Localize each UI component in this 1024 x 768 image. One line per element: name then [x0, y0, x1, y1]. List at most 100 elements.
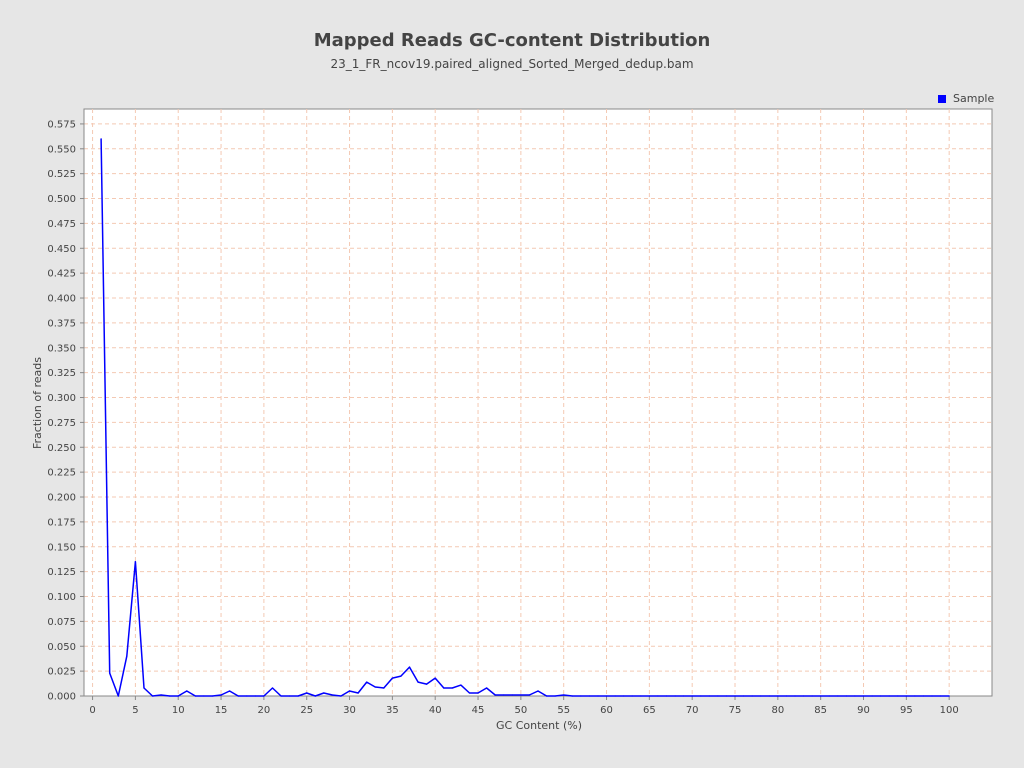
plot-area — [83, 108, 993, 697]
y-tick-label: 0.100 — [47, 592, 76, 603]
grid-lines — [84, 109, 992, 697]
data-point — [151, 695, 154, 697]
data-point — [537, 690, 539, 692]
data-point — [888, 695, 890, 697]
data-point — [554, 695, 556, 697]
data-point — [194, 695, 196, 697]
data-point — [743, 695, 745, 697]
data-point — [854, 695, 856, 697]
y-tick-label: 0.500 — [47, 194, 76, 205]
data-point — [486, 687, 488, 689]
data-point — [734, 695, 736, 697]
data-point — [845, 695, 848, 697]
data-point — [623, 695, 625, 697]
data-point — [391, 677, 393, 679]
y-tick-label: 0.000 — [47, 692, 76, 703]
data-point — [528, 694, 531, 696]
data-point — [948, 695, 950, 697]
data-point — [546, 695, 548, 697]
data-point — [785, 695, 788, 697]
data-point — [451, 687, 453, 689]
data-point — [100, 138, 102, 140]
data-point — [897, 695, 899, 697]
data-point — [563, 694, 565, 696]
data-point — [588, 695, 591, 697]
data-point — [760, 695, 762, 697]
data-point — [820, 695, 822, 697]
x-tick-label: 10 — [172, 705, 185, 716]
data-point — [220, 694, 222, 696]
data-point — [828, 695, 830, 697]
data-point — [837, 695, 839, 697]
y-tick-label: 0.475 — [47, 219, 76, 230]
x-tick-label: 25 — [300, 705, 313, 716]
data-point — [306, 692, 308, 694]
x-tick-label: 20 — [258, 705, 271, 716]
data-point — [177, 695, 179, 697]
data-point — [348, 690, 351, 692]
data-point — [657, 695, 659, 697]
data-point — [794, 695, 796, 697]
y-tick-label: 0.550 — [47, 144, 76, 155]
data-point — [271, 687, 274, 689]
legend: Sample — [938, 92, 994, 105]
data-point — [357, 692, 359, 694]
y-tick-label: 0.175 — [47, 517, 76, 528]
legend-label: Sample — [953, 92, 994, 105]
data-point — [640, 695, 642, 697]
data-point — [289, 695, 291, 697]
data-point — [940, 695, 942, 697]
data-point — [237, 695, 239, 697]
data-point — [700, 695, 702, 697]
chart-title: Mapped Reads GC-content Distribution — [313, 30, 711, 51]
x-tick-label: 15 — [215, 705, 228, 716]
data-point — [494, 694, 496, 696]
data-point — [665, 695, 668, 697]
data-point — [314, 695, 316, 697]
data-point — [211, 695, 214, 697]
data-point — [143, 687, 145, 689]
data-point — [117, 695, 119, 697]
y-tick-label: 0.300 — [47, 393, 76, 404]
data-point — [374, 686, 376, 688]
data-point — [520, 694, 522, 696]
y-tick-label: 0.125 — [47, 567, 76, 578]
x-tick-label: 65 — [643, 705, 656, 716]
data-point — [777, 695, 779, 697]
data-point — [880, 695, 882, 697]
x-tick-label: 80 — [771, 705, 784, 716]
data-point — [725, 695, 728, 697]
data-point — [571, 695, 573, 697]
data-point — [811, 695, 813, 697]
data-point — [434, 677, 436, 679]
data-point — [460, 684, 462, 686]
y-tick-label: 0.225 — [47, 468, 76, 479]
data-point — [160, 694, 162, 696]
data-point — [922, 695, 925, 697]
y-tick-label: 0.025 — [47, 667, 76, 678]
data-point — [254, 695, 256, 697]
data-point — [511, 694, 513, 696]
data-point — [366, 681, 368, 683]
data-point — [691, 695, 693, 697]
x-tick-label: 90 — [857, 705, 870, 716]
data-point — [871, 695, 873, 697]
series-layer — [100, 138, 950, 697]
data-point — [417, 681, 419, 683]
data-point — [580, 695, 582, 697]
series-line — [100, 138, 950, 697]
data-point — [708, 695, 710, 697]
x-tick-label: 45 — [472, 705, 485, 716]
x-axis-label: GC Content (%) — [496, 719, 582, 732]
y-tick-label: 0.250 — [47, 443, 76, 454]
data-point — [905, 695, 907, 697]
y-tick-label: 0.375 — [47, 318, 76, 329]
data-point — [477, 692, 479, 694]
data-point — [400, 675, 402, 677]
x-ticks: 0 5 10 15 20 25 30 35 40 45 50 55 60 65 70 75 80 85 90 95 10… — [89, 696, 959, 716]
data-point — [443, 687, 445, 689]
data-point — [408, 666, 411, 668]
data-point — [109, 672, 111, 674]
data-point — [768, 695, 770, 697]
y-ticks: 0.000 0.025 0.050 0.075 0.100 0.125 0.150 0.175… — [47, 119, 84, 703]
